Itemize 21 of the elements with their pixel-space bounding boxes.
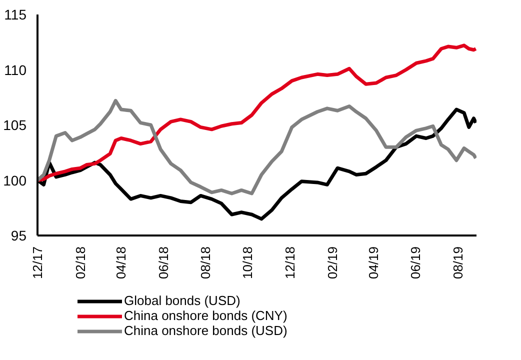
line-series — [38, 44, 476, 182]
y-tick-label: 105 — [3, 117, 27, 133]
x-tick-label: 04/18 — [114, 246, 129, 280]
y-tick-label: 95 — [10, 228, 27, 244]
x-tick-label: 12/18 — [282, 246, 298, 280]
x-tick-label: 08/19 — [450, 246, 466, 280]
x-tick-label: 10/18 — [240, 246, 256, 280]
y-tick-label: 115 — [4, 6, 27, 22]
x-tick-label: 08/18 — [198, 246, 213, 280]
y-tick-label: 100 — [3, 172, 27, 188]
x-tick-label: 04/19 — [366, 246, 381, 280]
legend-label: China onshore bonds (CNY) — [124, 308, 288, 323]
x-tick-label: 06/18 — [156, 246, 171, 280]
line-series — [38, 98, 476, 196]
y-tick-label: 110 — [4, 62, 27, 78]
x-tick-label: 12/17 — [30, 246, 45, 280]
x-tick-label: 02/18 — [72, 246, 88, 280]
x-tick-label: 06/19 — [408, 246, 424, 280]
legend-label: Global bonds (USD) — [124, 293, 240, 308]
x-tick-label: 02/19 — [325, 246, 340, 280]
legend-label: China onshore bonds (USD) — [124, 323, 288, 338]
